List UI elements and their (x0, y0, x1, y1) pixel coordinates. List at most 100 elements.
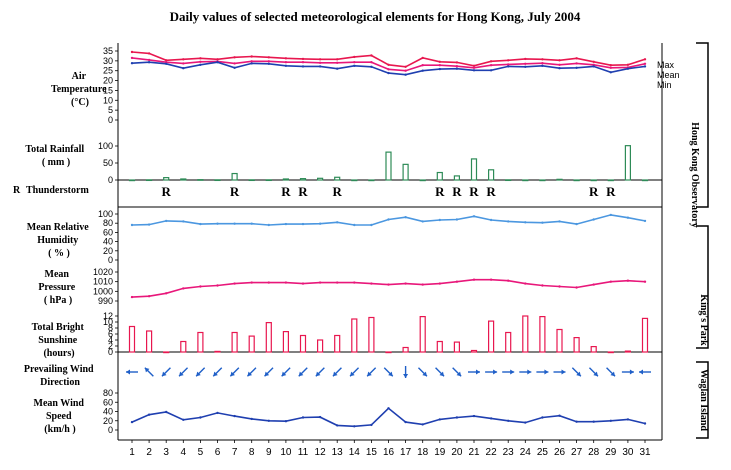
rainfall-bar (334, 176, 341, 181)
wind-speed-line-point (353, 425, 356, 428)
humidity-line-point (541, 221, 544, 224)
wind-arrow-head (576, 371, 581, 377)
x-tick-label: 2 (146, 447, 152, 458)
wind-arrow (298, 367, 308, 377)
temperature-mean-line-point (524, 62, 527, 65)
sunshine-axis-tick-label: 10 (103, 317, 113, 327)
x-tick-label: 24 (520, 447, 532, 458)
wind-speed-line-point (404, 420, 407, 424)
pressure-line-point (472, 278, 476, 281)
wind-speed-label: Mean Wind Speed (km/h ) (34, 398, 87, 435)
wind-arrow-head (610, 371, 616, 377)
sunshine-bar (128, 325, 136, 353)
temperature-mean-line-point (130, 56, 134, 60)
humidity-line-point (455, 218, 459, 221)
wind-arrow (536, 369, 549, 375)
wind-speed-line-point (336, 424, 339, 427)
wind-arrow (571, 367, 582, 377)
temperature-min-line-point (233, 66, 236, 70)
temperature-max-line-point (421, 56, 424, 60)
temperature-min-line-point (524, 65, 527, 69)
humidity-line-point (233, 222, 236, 225)
temperature-mean-line-point (438, 63, 441, 67)
pressure-line-point (592, 283, 595, 286)
wind-speed-axis-tick-label: 80 (103, 388, 113, 398)
x-tick-label: 3 (163, 447, 169, 458)
temperature-min-line-point (643, 65, 647, 68)
temperature-mean-line-point (284, 61, 288, 64)
humidity-line-point (524, 221, 527, 224)
temperature-min-line-point (370, 65, 373, 69)
sunshine-bar (334, 334, 341, 353)
temperature-axis-tick-label: 30 (103, 56, 113, 66)
temperature-max-line-point (370, 54, 373, 57)
temperature-mean-line-point (575, 62, 578, 65)
pressure-axis-tick-label: 1000 (93, 286, 113, 296)
x-tick-label: 6 (215, 447, 221, 458)
humidity-line-point (165, 219, 168, 223)
pressure-axis-tick-label: 1020 (93, 267, 113, 277)
pressure-line-point (558, 285, 561, 288)
chart-title: Daily values of selected meteorological … (170, 9, 581, 24)
x-tick-label: 11 (298, 447, 309, 458)
humidity-line-point (472, 215, 476, 218)
pressure-line-point (455, 280, 459, 283)
temperature-min-line-point (336, 67, 339, 70)
pressure-axis-tick-label: 1010 (93, 277, 113, 287)
rainfall-bar (624, 145, 632, 181)
rainfall-bar (402, 163, 409, 181)
humidity-line-point (130, 223, 134, 227)
pressure-line-point (267, 281, 270, 284)
pressure-line-point (353, 281, 356, 284)
wind-speed-line-point (147, 413, 151, 416)
wind-arrow-head (350, 371, 355, 377)
rainfall-bar (436, 171, 443, 181)
temperature-min-line-point (609, 71, 612, 74)
wind-arrow (281, 367, 291, 377)
temperature-axis-tick-label: 20 (103, 76, 113, 86)
pressure-line-point (199, 285, 202, 288)
temperature-max-line-point (318, 58, 322, 61)
x-tick-label: 17 (400, 447, 412, 458)
wind-arrow-head (298, 371, 304, 377)
rainfall-bar (470, 158, 478, 181)
temperature-min-line-point (199, 63, 202, 66)
pressure-line-point (233, 282, 236, 285)
pressure-line-point (575, 286, 578, 289)
rainfall-bar (197, 179, 204, 181)
pressure-line-point (301, 282, 305, 285)
temperature-mean-line-point (233, 62, 236, 65)
pressure-label: Mean Pressure ( hPa ) (38, 269, 77, 306)
temperature-max-line-point (472, 64, 476, 68)
temperature-max-line-point (301, 57, 305, 61)
wind-arrow (452, 367, 462, 377)
legend-min: Min (657, 80, 672, 90)
wind-speed-line-point (182, 418, 185, 421)
temperature-mean-line-point (421, 63, 424, 67)
temperature-max-line-point (626, 63, 630, 66)
humidity-line-point (353, 223, 356, 227)
temperature-max-line-point (284, 57, 288, 60)
rainfall-bar (453, 175, 460, 181)
wind-arrow (212, 367, 223, 377)
sunshine-bar (197, 331, 204, 353)
temperature-min-line-point (421, 69, 424, 72)
wind-speed-line-point (438, 418, 441, 421)
rainfall-bar (163, 177, 170, 181)
thunderstorm-marker: R (162, 184, 172, 199)
pressure-line-point (182, 287, 185, 290)
sunshine-bar (180, 340, 187, 353)
temperature-mean-line-point (609, 66, 612, 70)
wind-arrow (315, 367, 325, 377)
temperature-min-line-point (318, 65, 322, 68)
temperature-axis-tick-label: 0 (108, 115, 113, 125)
sunshine-bar (419, 316, 426, 353)
temperature-min-line-point (455, 67, 459, 70)
sunshine-bar (402, 346, 409, 353)
rainfall-bar (607, 179, 614, 182)
sunshine-bar (163, 351, 170, 354)
x-tick-label: 15 (366, 447, 378, 458)
sunshine-bar (351, 318, 358, 353)
temperature-min-line-point (387, 71, 390, 75)
wind-arrow (126, 369, 138, 375)
